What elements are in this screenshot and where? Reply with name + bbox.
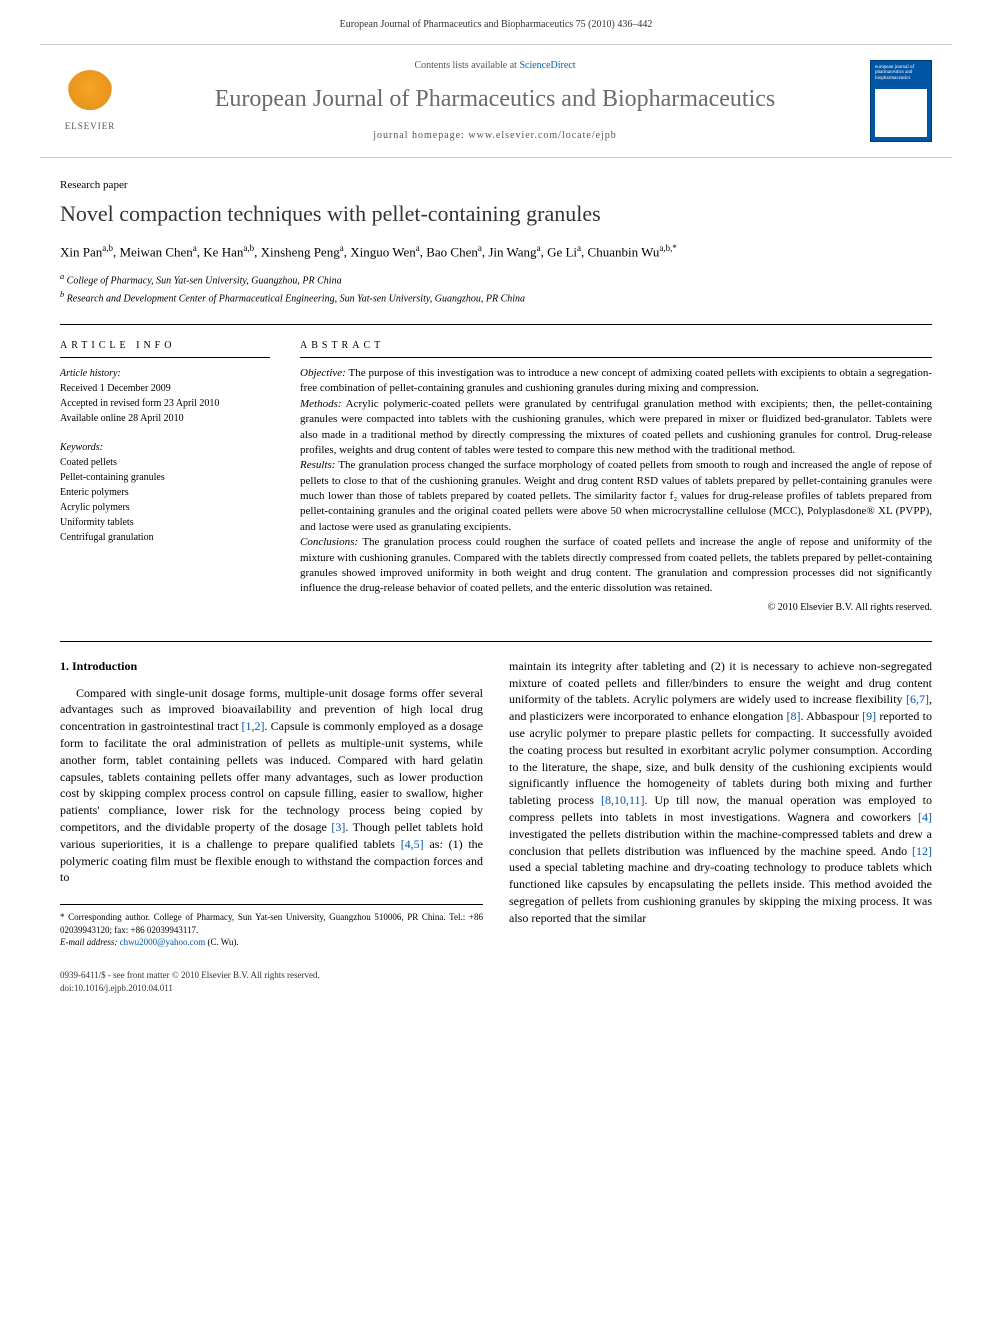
- elsevier-tree-icon: [67, 70, 113, 116]
- contents-prefix: Contents lists available at: [414, 60, 519, 71]
- author-list: Xin Pana,b, Meiwan Chena, Ke Hana,b, Xin…: [60, 242, 932, 262]
- email-label: E-mail address:: [60, 937, 117, 947]
- c2f: investigated the pellets distribution wi…: [509, 827, 932, 858]
- keyword-line: Enteric polymers: [60, 485, 270, 500]
- affiliation-line: a College of Pharmacy, Sun Yat-sen Unive…: [60, 271, 932, 288]
- ref-6-7[interactable]: [6,7]: [906, 692, 929, 706]
- paper-type: Research paper: [60, 178, 932, 193]
- article-info-heading: ARTICLE INFO: [60, 339, 270, 358]
- c2c: . Abbaspour: [801, 709, 863, 723]
- history-line: Available online 28 April 2010: [60, 411, 270, 426]
- email-link[interactable]: chwu2000@yahoo.com: [120, 937, 206, 947]
- sciencedirect-link[interactable]: ScienceDirect: [519, 60, 575, 71]
- footer-meta: 0939-6411/$ - see front matter © 2010 El…: [60, 969, 483, 994]
- methods-text: Acrylic polymeric-coated pellets were gr…: [300, 398, 932, 456]
- homepage-prefix: journal homepage:: [373, 130, 468, 141]
- cover-title: european journal of pharmaceutics and bi…: [875, 65, 927, 82]
- intro-para-1: Compared with single-unit dosage forms, …: [60, 685, 483, 887]
- objective-label: Objective:: [300, 367, 346, 379]
- contents-line: Contents lists available at ScienceDirec…: [138, 59, 852, 73]
- article-history: Article history: Received 1 December 200…: [60, 366, 270, 426]
- abstract-column: ABSTRACT Objective: The purpose of this …: [300, 339, 932, 615]
- email-name: (C. Wu).: [207, 937, 238, 947]
- journal-name: European Journal of Pharmaceutics and Bi…: [138, 83, 852, 117]
- keyword-line: Coated pellets: [60, 455, 270, 470]
- keyword-line: Pellet-containing granules: [60, 470, 270, 485]
- article-info-column: ARTICLE INFO Article history: Received 1…: [60, 339, 270, 615]
- homepage-url[interactable]: www.elsevier.com/locate/ejpb: [468, 130, 616, 141]
- homepage-line: journal homepage: www.elsevier.com/locat…: [138, 129, 852, 143]
- history-label: Article history:: [60, 366, 270, 381]
- abstract-copyright: © 2010 Elsevier B.V. All rights reserved…: [300, 601, 932, 615]
- results-text: The granulation process changed the surf…: [300, 459, 932, 533]
- ref-4[interactable]: [4]: [918, 810, 932, 824]
- column-left: 1. Introduction Compared with single-uni…: [60, 658, 483, 994]
- keyword-line: Uniformity tablets: [60, 515, 270, 530]
- footnote-block: * Corresponding author. College of Pharm…: [60, 904, 483, 949]
- column-right: maintain its integrity after tableting a…: [509, 658, 932, 994]
- abstract-heading: ABSTRACT: [300, 339, 932, 358]
- affiliation-line: b Research and Development Center of Pha…: [60, 289, 932, 306]
- results-label: Results:: [300, 459, 335, 471]
- keyword-line: Acrylic polymers: [60, 500, 270, 515]
- intro-heading: 1. Introduction: [60, 658, 483, 675]
- keywords-block: Keywords: Coated pelletsPellet-containin…: [60, 440, 270, 545]
- doi-line: doi:10.1016/j.ejpb.2010.04.011: [60, 982, 483, 995]
- corresponding-author: * Corresponding author. College of Pharm…: [60, 911, 483, 936]
- paper-title: Novel compaction techniques with pellet-…: [60, 199, 932, 230]
- conclusions-text: The granulation process could roughen th…: [300, 536, 932, 594]
- cover-body: [875, 89, 927, 137]
- ref-8[interactable]: [8]: [787, 709, 801, 723]
- objective-text: The purpose of this investigation was to…: [300, 367, 932, 394]
- c2a: maintain its integrity after tableting a…: [509, 659, 932, 707]
- ref-12[interactable]: [12]: [912, 844, 932, 858]
- keyword-line: Centrifugal granulation: [60, 530, 270, 545]
- affiliations: a College of Pharmacy, Sun Yat-sen Unive…: [60, 271, 932, 306]
- abstract-text: Objective: The purpose of this investiga…: [300, 366, 932, 615]
- front-matter-line: 0939-6411/$ - see front matter © 2010 El…: [60, 969, 483, 982]
- body-columns: 1. Introduction Compared with single-uni…: [60, 641, 932, 994]
- conclusions-label: Conclusions:: [300, 536, 358, 548]
- journal-cover-thumbnail: european journal of pharmaceutics and bi…: [870, 60, 932, 142]
- running-head: European Journal of Pharmaceutics and Bi…: [0, 0, 992, 44]
- journal-banner: ELSEVIER Contents lists available at Sci…: [40, 44, 952, 158]
- p1b: . Capsule is commonly employed as a dosa…: [60, 719, 483, 834]
- banner-center: Contents lists available at ScienceDirec…: [138, 59, 852, 143]
- ref-4-5[interactable]: [4,5]: [401, 837, 424, 851]
- keywords-label: Keywords:: [60, 440, 270, 455]
- elsevier-logo: ELSEVIER: [60, 67, 120, 135]
- history-line: Received 1 December 2009: [60, 381, 270, 396]
- methods-label: Methods:: [300, 398, 342, 410]
- c2g: used a special tableting machine and dry…: [509, 860, 932, 924]
- ref-8-10-11[interactable]: [8,10,11]: [601, 793, 645, 807]
- history-line: Accepted in revised form 23 April 2010: [60, 396, 270, 411]
- ref-3[interactable]: [3]: [331, 820, 345, 834]
- ref-1-2[interactable]: [1,2]: [242, 719, 265, 733]
- elsevier-wordmark: ELSEVIER: [65, 120, 116, 133]
- ref-9[interactable]: [9]: [862, 709, 876, 723]
- intro-para-continued: maintain its integrity after tableting a…: [509, 658, 932, 927]
